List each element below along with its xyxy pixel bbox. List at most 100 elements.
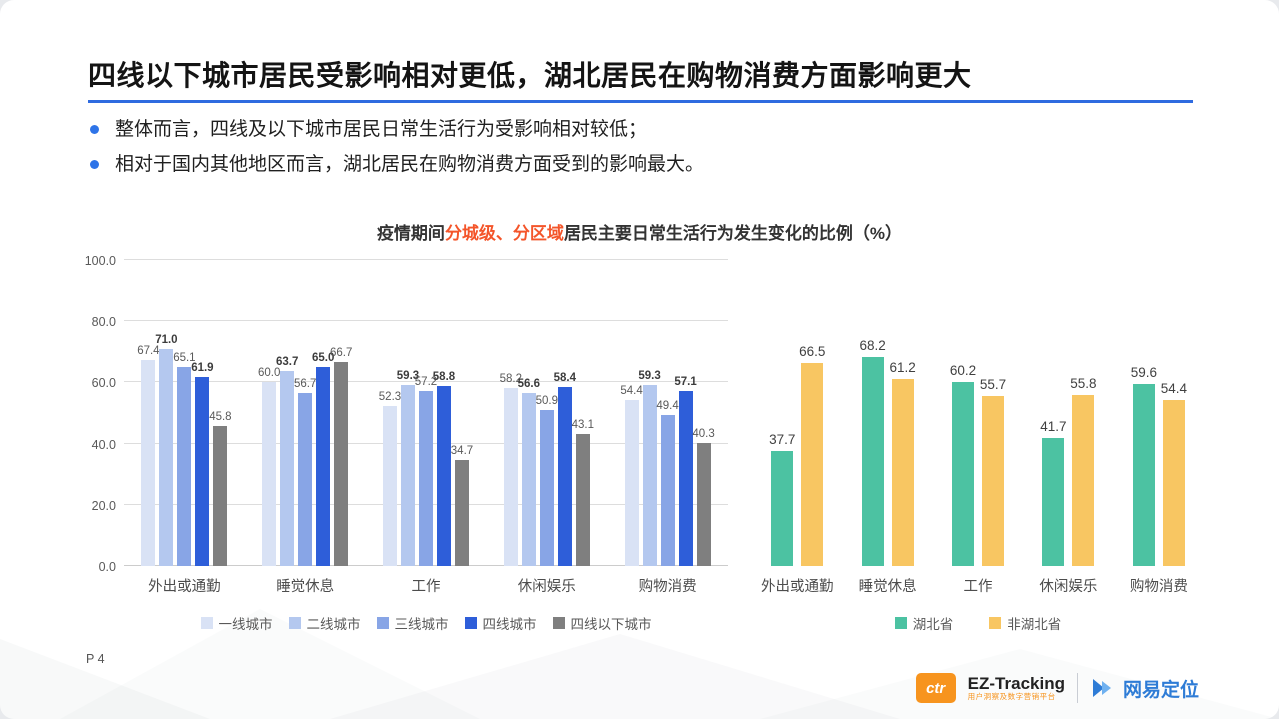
category-label: 外出或通勤 <box>148 579 221 595</box>
legend-label: 一线城市 <box>218 617 273 632</box>
bar-groups: 37.7 66.5 68.2 61.2 60.2 55.7 41.7 55.8 59.6 54.4 <box>752 260 1204 566</box>
legend-swatch <box>288 617 301 629</box>
chart-title-highlight: 分城级、分区域 <box>444 224 564 243</box>
y-axis-tick-label: 40.0 <box>91 437 116 452</box>
y-axis-tick-label: 80.0 <box>91 315 116 330</box>
bar-group: 67.4 71.0 65.1 61.9 45.8 <box>124 260 245 566</box>
legend: 一线城市 二线城市 三线城市 四线城市 四线以下城市 <box>124 613 728 633</box>
bar: 45.8 <box>209 411 232 566</box>
bullet-text: 相对于国内其他地区而言，湖北居民在购物消费方面受到的影响最大。 <box>115 153 705 175</box>
category-label: 睡觉休息 <box>276 579 335 595</box>
bar-value-label: 59.6 <box>1130 364 1157 380</box>
bar: 56.6 <box>518 378 540 566</box>
bar: 52.3 <box>379 391 401 566</box>
bar-value-label: 60.0 <box>257 367 281 380</box>
category-label: 睡觉休息 <box>858 579 917 595</box>
legend-item: 四线城市 <box>464 613 537 633</box>
bar-value-label: 68.2 <box>859 338 886 354</box>
bar-value-label: 43.1 <box>571 419 594 432</box>
legend-label: 二线城市 <box>306 617 361 632</box>
bar-value-label: 41.7 <box>1040 419 1067 435</box>
category-label: 休闲娱乐 <box>1039 579 1098 595</box>
bar-group: 60.0 63.7 56.7 65.0 66.7 <box>245 260 366 566</box>
bar-value-label: 58.8 <box>432 371 456 384</box>
bar-group: 54.4 59.3 49.4 57.1 40.3 <box>607 260 728 566</box>
ez-tracking-logo: EZ-Tracking 用户洞察及数字营销平台 <box>967 673 1065 702</box>
bar-value-label: 63.7 <box>275 356 299 369</box>
y-axis-tick-label: 0.0 <box>98 560 116 574</box>
ez-tracking-name: EZ-Tracking <box>967 673 1065 693</box>
netease-arrow-icon <box>1092 679 1111 697</box>
legend-item: 三线城市 <box>376 613 449 633</box>
bar: 71.0 <box>155 334 178 566</box>
bar-value-label: 45.8 <box>209 410 232 423</box>
category-label: 购物消费 <box>638 579 697 595</box>
bar: 58.4 <box>554 372 576 566</box>
chart-title: 疫情期间分城级、分区域居民主要日常生活行为发生变化的比例（%） <box>0 219 1279 244</box>
category-axis: 外出或通勤 睡觉休息 工作 休闲娱乐 购物消费 <box>124 575 728 596</box>
bar: 67.4 <box>137 345 160 566</box>
legend-label: 四线城市 <box>482 617 537 632</box>
bar-value-label: 65.0 <box>311 352 335 365</box>
page-title: 四线以下城市居民受影响相对更低，湖北居民在购物消费方面影响更大 <box>88 60 972 91</box>
bullet-item: 相对于国内其他地区而言，湖北居民在购物消费方面受到的影响最大。 <box>90 151 704 179</box>
legend-label: 非湖北省 <box>1007 617 1062 632</box>
plot-area: 0.0 20.0 40.0 60.0 80.0 100.0 67.4 71.0 65.1 61.9… <box>85 254 728 574</box>
category-axis: 外出或通勤 睡觉休息 工作 休闲娱乐 购物消费 <box>752 575 1204 596</box>
category-label: 休闲娱乐 <box>517 579 576 595</box>
legend-swatch <box>464 617 477 629</box>
bar-group: 58.2 56.6 50.9 58.4 43.1 <box>486 260 607 566</box>
bar-value-label: 55.8 <box>1070 376 1097 392</box>
bar: 49.4 <box>656 400 679 566</box>
bar: 61.9 <box>191 362 214 566</box>
bar-value-label: 67.4 <box>137 344 160 357</box>
bar-value-label: 40.3 <box>692 427 715 440</box>
bar: 65.0 <box>312 352 334 566</box>
bar: 59.3 <box>638 370 661 566</box>
y-axis-tick-label: 100.0 <box>84 254 116 268</box>
city-tier-bar-chart: 0.0 20.0 40.0 60.0 80.0 100.0 67.4 71.0 65.1 61.9… <box>80 250 728 633</box>
bar: 37.7 <box>769 432 795 566</box>
bar: 54.4 <box>1161 381 1187 566</box>
bar-value-label: 66.7 <box>329 346 353 359</box>
bar-value-label: 55.7 <box>979 376 1007 392</box>
legend: 湖北省 非湖北省 <box>752 613 1204 633</box>
bar: 60.2 <box>950 363 976 566</box>
bar-value-label: 54.4 <box>620 384 643 397</box>
bar-value-label: 65.1 <box>173 351 196 364</box>
legend-item: 四线以下城市 <box>552 613 652 633</box>
bar: 65.1 <box>173 352 196 566</box>
bar: 57.2 <box>415 376 437 566</box>
chart-title-prefix: 疫情期间 <box>376 224 445 243</box>
legend-swatch <box>552 617 565 629</box>
bar-value-label: 37.7 <box>769 431 796 447</box>
logo-divider <box>1076 673 1078 703</box>
legend-item: 一线城市 <box>200 613 273 633</box>
legend-item: 非湖北省 <box>989 613 1061 633</box>
bar: 66.5 <box>799 344 825 566</box>
bar-value-label: 61.9 <box>191 361 214 374</box>
category-label: 外出或通勤 <box>760 579 834 595</box>
bar-group: 41.7 55.8 <box>1023 260 1113 566</box>
bar: 61.2 <box>889 360 916 566</box>
bar: 41.7 <box>1040 419 1067 566</box>
legend-label: 三线城市 <box>394 617 449 632</box>
bar: 58.8 <box>433 371 455 566</box>
bar-value-label: 57.1 <box>674 376 697 389</box>
legend-swatch <box>200 617 213 629</box>
bar: 59.3 <box>397 370 419 566</box>
bar: 34.7 <box>451 445 473 566</box>
y-axis-tick-label: 60.0 <box>91 376 116 391</box>
legend-label: 四线以下城市 <box>570 617 652 632</box>
bar-value-label: 54.4 <box>1160 380 1187 396</box>
region-bar-chart: 37.7 66.5 68.2 61.2 60.2 55.7 41.7 55.8 59.6 54.4… <box>752 250 1204 633</box>
bar-value-label: 56.6 <box>517 377 540 390</box>
y-axis-tick-label: 20.0 <box>91 498 116 513</box>
charts-row: 0.0 20.0 40.0 60.0 80.0 100.0 67.4 71.0 65.1 61.9… <box>0 250 1279 640</box>
bar: 58.2 <box>500 373 522 566</box>
bar-group: 59.6 54.4 <box>1114 260 1204 566</box>
bar: 55.7 <box>980 377 1006 566</box>
bar-value-label: 56.7 <box>293 377 317 390</box>
plot-area: 37.7 66.5 68.2 61.2 60.2 55.7 41.7 55.8 59.6 54.4 <box>752 260 1204 566</box>
